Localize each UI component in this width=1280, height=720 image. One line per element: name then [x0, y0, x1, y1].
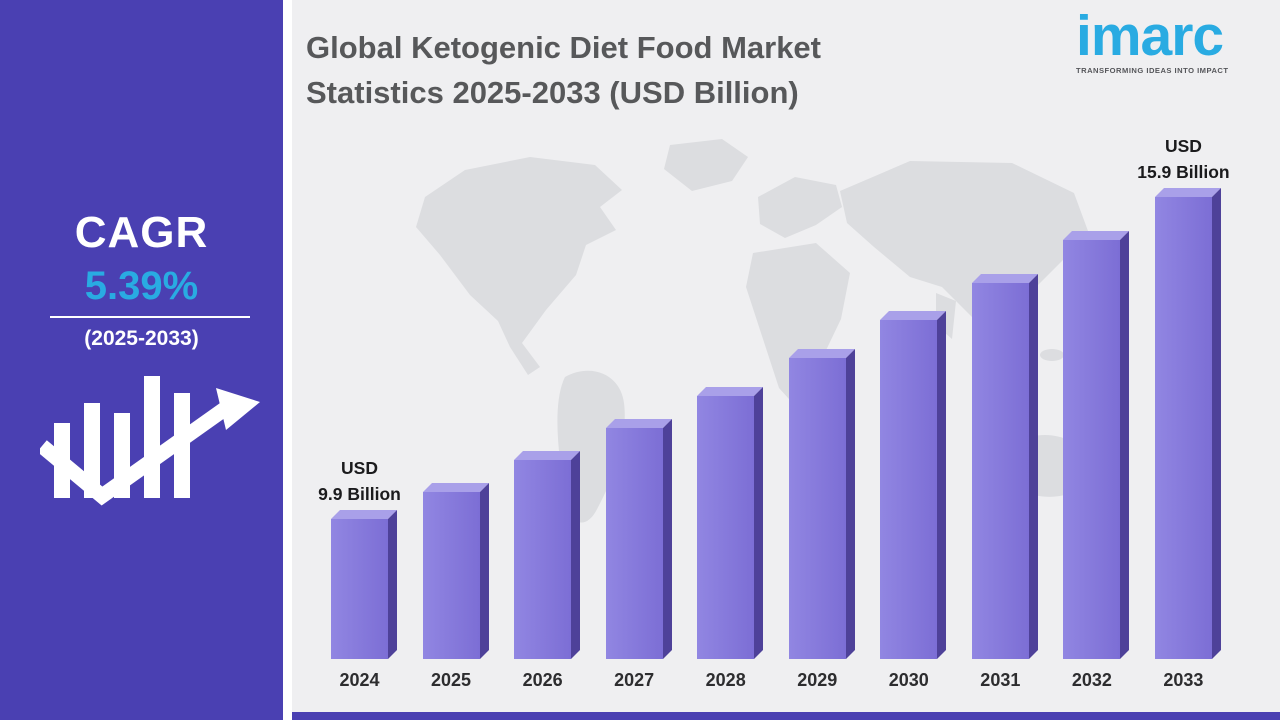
x-tick-label: 2026 — [522, 670, 563, 690]
bar-value-label: USD 9.9 Billion — [318, 455, 401, 508]
bar-value-label-line: 15.9 Billion — [1137, 161, 1230, 182]
bar-side-face — [754, 387, 764, 659]
bar-side-face — [662, 419, 672, 659]
bar-side-face — [937, 311, 947, 659]
chart-title-line2: Statistics 2025-2033 (USD Billion) — [306, 74, 799, 110]
imarc-tagline: TRANSFORMING IDEAS INTO IMPACT — [1076, 66, 1229, 75]
cagr-value: 5.39% — [84, 264, 199, 308]
bar-top-face — [605, 419, 672, 428]
footer-accent-strip — [292, 712, 1280, 720]
bar-value-label-line: 9.9 Billion — [318, 483, 401, 504]
bar-top-face — [514, 451, 581, 460]
x-tick-label: 2033 — [1163, 670, 1204, 690]
cagr-label: CAGR — [74, 208, 209, 257]
bar-2032 — [1063, 231, 1130, 659]
divider — [49, 316, 250, 318]
bar-top-face — [422, 483, 489, 492]
imarc-wordmark: imarc — [1076, 4, 1224, 68]
bar-top-face — [697, 387, 764, 396]
bar-2028 — [697, 387, 764, 659]
bar-top-face — [1154, 188, 1221, 197]
growth-chart-icon — [40, 376, 260, 506]
bar-side-face — [388, 510, 397, 659]
x-tick-label: 2032 — [1071, 670, 1112, 690]
bar-2027 — [605, 419, 672, 659]
chart-title-line1: Global Ketogenic Diet Food Market — [306, 30, 821, 65]
bar-2033 — [1154, 188, 1221, 659]
chart-title: Global Ketogenic Diet Food Market Statis… — [306, 26, 821, 116]
x-tick-label: 2027 — [614, 670, 655, 690]
bar-side-face — [1211, 188, 1221, 659]
bar-side-face — [1028, 274, 1038, 659]
bar-2031 — [971, 274, 1038, 659]
chart-panel: Global Ketogenic Diet Food Market Statis… — [292, 0, 1280, 720]
bar-2026 — [514, 451, 581, 659]
imarc-logo: imarc TRANSFORMING IDEAS INTO IMPACT — [1076, 4, 1268, 76]
x-tick-label: 2028 — [705, 670, 746, 690]
x-tick-label: 2031 — [980, 670, 1021, 690]
bar-side-face — [479, 483, 489, 659]
cagr-period: (2025-2033) — [84, 327, 199, 350]
x-tick-label: 2029 — [797, 670, 838, 690]
sidebar-separator — [283, 0, 292, 720]
bar-value-label: USD 15.9 Billion — [1137, 133, 1229, 186]
bar-value-label-line: USD — [1164, 135, 1202, 156]
bar-top-face — [971, 274, 1038, 283]
cagr-sidebar: CAGR 5.39% (2025-2033) — [0, 0, 283, 720]
x-tick-label: 2024 — [339, 670, 380, 690]
bar-side-face — [845, 349, 855, 659]
bar-2025 — [422, 483, 489, 659]
bar-2024 — [331, 510, 397, 659]
bar-2029 — [788, 349, 855, 659]
bar-side-face — [1120, 231, 1130, 659]
x-tick-label: 2025 — [431, 670, 472, 690]
x-tick-label: 2030 — [888, 670, 929, 690]
bar-side-face — [571, 451, 581, 659]
bar-top-face — [788, 349, 855, 358]
bar-value-label-line: USD — [341, 457, 378, 478]
bar-2030 — [880, 311, 947, 659]
bar-top-face — [331, 510, 397, 519]
